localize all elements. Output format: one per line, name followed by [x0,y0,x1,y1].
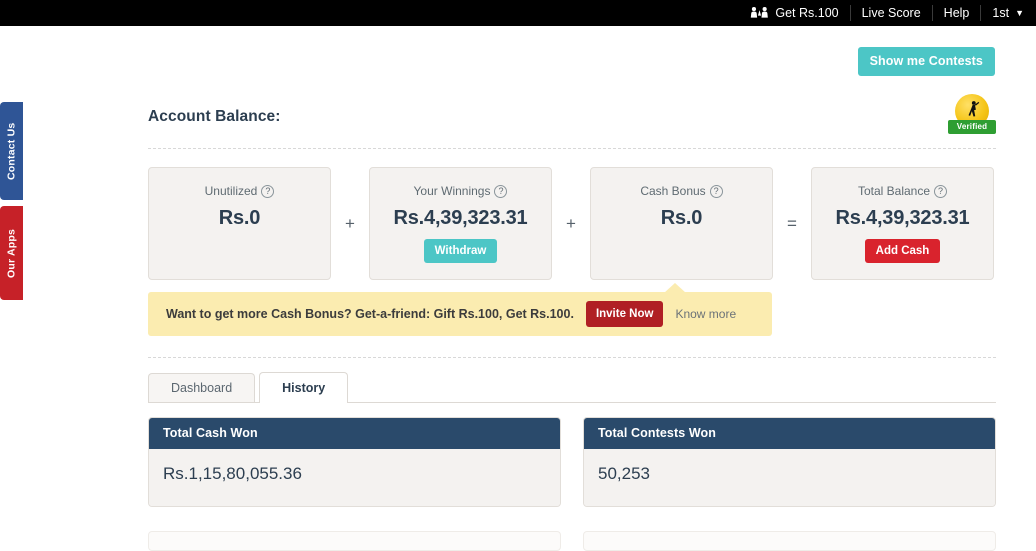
topbar-label-help: Help [943,6,970,20]
topbar-item-help[interactable]: Help [933,5,982,21]
stat-title-total-cash-won: Total Cash Won [149,418,560,449]
cash-bonus-label: Cash Bonus [640,184,706,198]
help-icon-unutilized[interactable]: ? [261,184,275,198]
balance-card-label: Cash Bonus ? [640,184,723,198]
chevron-down-icon: ▼ [1015,8,1024,18]
balance-card-total-balance: Total Balance ? Rs.4,39,323.31 Add Cash [811,167,994,280]
topbar-item-user-dropdown[interactable]: 1st ▼ [981,5,1028,21]
stat-title-total-contests-won: Total Contests Won [584,418,995,449]
your-winnings-amount: Rs.4,39,323.31 [393,207,528,229]
next-panel-left [148,531,561,551]
topbar-item-live-score[interactable]: Live Score [851,5,933,21]
tab-history[interactable]: History [259,372,349,403]
verified-badge: Verified [948,94,996,138]
page-title: Account Balance: [148,108,281,125]
tab-history-label: History [282,381,326,395]
topbar-items: Get Rs.100 Live Score Help 1st ▼ [739,0,1028,26]
next-panel-right [583,531,996,551]
show-me-contests-button[interactable]: Show me Contests [857,47,995,76]
cash-bonus-amount: Rs.0 [660,207,703,229]
balance-cards-row: Unutilized ? Rs.0 + Your Winnings ? Rs.4… [148,167,996,280]
balance-card-label: Total Balance ? [857,184,948,198]
bonus-banner-text: Want to get more Cash Bonus? Get-a-frien… [166,307,574,321]
tab-dashboard-label: Dashboard [171,381,233,395]
page-body: Show me Contests Account Balance: Verifi… [0,26,1036,551]
withdraw-button[interactable]: Withdraw [423,239,498,263]
stats-row: Total Cash Won Rs.1,15,80,055.36 Total C… [148,417,996,507]
stat-value-total-cash-won: Rs.1,15,80,055.36 [149,449,560,506]
divider-top [148,148,996,149]
total-balance-label: Total Balance [857,184,931,198]
balance-card-unutilized: Unutilized ? Rs.0 [148,167,331,280]
tab-dashboard[interactable]: Dashboard [148,373,256,402]
top-navigation-bar: Get Rs.100 Live Score Help 1st ▼ [0,0,1036,26]
show-contests-wrapper: Show me Contests [857,47,995,76]
your-winnings-label: Your Winnings [413,184,491,198]
total-balance-amount: Rs.4,39,323.31 [835,207,970,229]
unutilized-label: Unutilized [204,184,258,198]
balance-card-label: Unutilized ? [205,184,275,198]
people-referral-icon [750,6,769,19]
banner-pointer-arrow [664,283,686,293]
next-section-stub [148,531,996,551]
add-cash-button[interactable]: Add Cash [864,239,941,263]
help-icon-total-balance[interactable]: ? [934,184,948,198]
know-more-link[interactable]: Know more [675,307,737,321]
divider-bottom [148,357,996,358]
cash-bonus-banner: Want to get more Cash Bonus? Get-a-frien… [148,283,772,336]
unutilized-amount: Rs.0 [218,207,261,229]
topbar-item-get-rs100[interactable]: Get Rs.100 [739,5,851,21]
invite-now-button[interactable]: Invite Now [585,301,664,327]
content-tabs: Dashboard History [148,372,996,403]
stat-panel-total-contests-won: Total Contests Won 50,253 [583,417,996,507]
stat-panel-total-cash-won: Total Cash Won Rs.1,15,80,055.36 [148,417,561,507]
verified-badge-label: Verified [948,120,996,134]
help-icon-cash-bonus[interactable]: ? [709,184,723,198]
stat-value-total-contests-won: 50,253 [584,449,995,506]
balance-card-your-winnings: Your Winnings ? Rs.4,39,323.31 Withdraw [369,167,552,280]
balance-card-cash-bonus: Cash Bonus ? Rs.0 [590,167,773,280]
cricket-batsman-icon [965,100,981,122]
balance-card-label: Your Winnings ? [414,184,508,198]
topbar-label-user: 1st [992,6,1010,20]
operator-plus-1: + [345,213,355,233]
topbar-label-get-rs100: Get Rs.100 [775,6,839,20]
operator-equals: = [787,213,797,233]
topbar-label-live-score: Live Score [861,6,921,20]
help-icon-your-winnings[interactable]: ? [494,184,508,198]
operator-plus-2: + [566,213,576,233]
